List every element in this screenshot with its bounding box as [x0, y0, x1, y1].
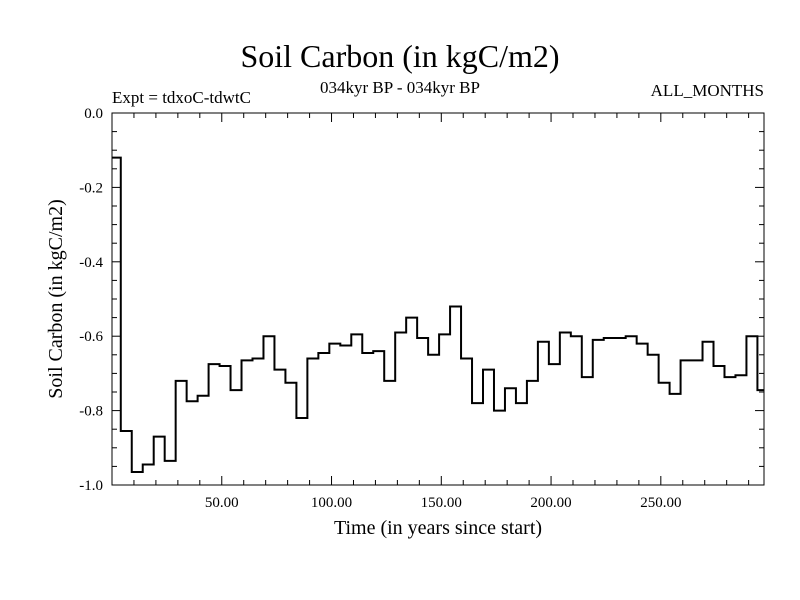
x-axis-label: Time (in years since start): [334, 517, 542, 539]
x-tick-label: 250.00: [640, 495, 681, 511]
y-axis-label: Soil Carbon (in kgC/m2): [45, 199, 67, 398]
series-line: [112, 156, 764, 473]
y-tick-label: -0.4: [79, 255, 103, 271]
y-tick-label: -1.0: [79, 478, 103, 494]
plot-frame: [111, 112, 765, 486]
months-label: ALL_MONTHS: [650, 81, 764, 100]
y-tick-label: -0.2: [79, 180, 103, 196]
y-tick-labels: 0.0 -0.2 -0.4 -0.6 -0.8 -1.0: [79, 106, 103, 494]
y-tick-label: 0.0: [84, 106, 103, 122]
chart-subtitle: 034kyr BP - 034kyr BP: [320, 78, 480, 97]
y-tick-label: -0.8: [79, 404, 103, 420]
x-tick-label: 150.00: [421, 495, 462, 511]
x-tick-label: 100.00: [311, 495, 352, 511]
y-tick-label: -0.6: [79, 329, 103, 345]
x-tick-label: 200.00: [530, 495, 571, 511]
x-tick-labels: 50.00 100.00 150.00 200.00 250.00: [205, 495, 682, 511]
x-tick-label: 50.00: [205, 495, 239, 511]
experiment-label: Expt = tdxoC-tdwtC: [112, 88, 251, 107]
tick-marks: [112, 113, 764, 485]
chart-title: Soil Carbon (in kgC/m2): [240, 38, 560, 74]
